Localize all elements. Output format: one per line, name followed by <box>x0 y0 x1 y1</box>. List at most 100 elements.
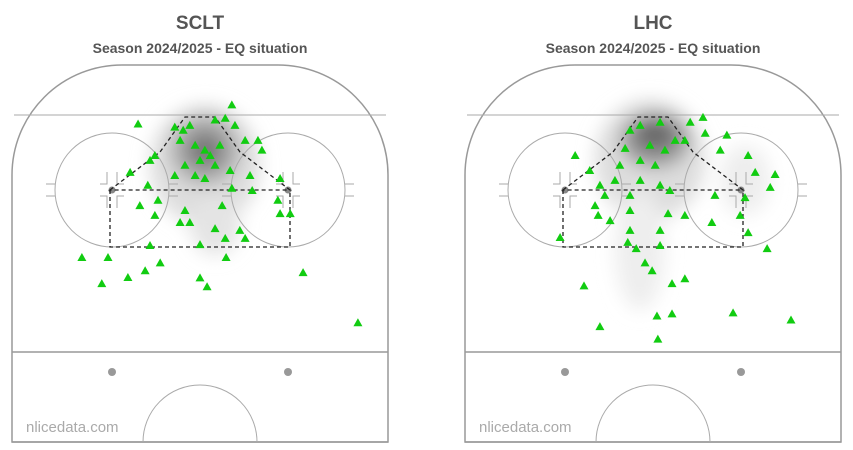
shot-marker <box>653 334 663 343</box>
shot-marker <box>257 145 267 154</box>
shot-marker <box>230 120 240 129</box>
shot-marker <box>353 318 363 327</box>
shot-marker <box>153 195 163 204</box>
shot-marker <box>665 186 675 195</box>
watermark: nlicedata.com <box>26 419 119 436</box>
shot-marker <box>680 210 690 219</box>
shot-marker <box>590 201 600 210</box>
shot-marker <box>570 150 580 159</box>
shot-marker <box>245 170 255 179</box>
shot-marker <box>225 166 235 175</box>
shot-marker <box>77 252 87 261</box>
shot-marker <box>625 205 635 214</box>
shot-marker <box>275 209 285 218</box>
chart-subtitle: Season 2024/2025 - EQ situation <box>546 40 761 56</box>
shot-marker <box>667 309 677 318</box>
shot-marker <box>143 180 153 189</box>
neutral-dot <box>737 368 745 376</box>
shot-marker <box>625 190 635 199</box>
shot-marker <box>180 205 190 214</box>
shot-marker <box>190 170 200 179</box>
shot-marker <box>640 258 650 267</box>
shot-marker <box>175 217 185 226</box>
shot-marker <box>133 119 143 128</box>
watermark: nlicedata.com <box>479 419 572 436</box>
shot-marker <box>655 241 665 250</box>
shot-marker <box>765 182 775 191</box>
chart-title: LHC <box>633 13 672 34</box>
shot-marker <box>593 210 603 219</box>
shot-marker <box>623 237 633 246</box>
shot-marker <box>195 155 205 164</box>
shot-marker <box>275 174 285 183</box>
shot-marker <box>743 228 753 237</box>
shot-marker <box>135 201 145 210</box>
shot-marker <box>220 233 230 242</box>
neutral-dot <box>108 368 116 376</box>
shot-marker <box>150 150 160 159</box>
shot-marker <box>710 190 720 199</box>
shot-marker <box>220 113 230 122</box>
shot-marker <box>180 160 190 169</box>
shot-marker <box>663 209 673 218</box>
shot-marker <box>103 252 113 261</box>
shot-marker <box>185 217 195 226</box>
shot-marker <box>762 244 772 253</box>
shot-marker <box>660 145 670 154</box>
shot-marker <box>786 315 796 324</box>
hash-mark <box>292 172 300 208</box>
shot-marker <box>227 100 237 109</box>
shot-marker <box>190 140 200 149</box>
shot-marker <box>635 155 645 164</box>
neutral-dot <box>561 368 569 376</box>
rink-boards <box>464 64 842 443</box>
shot-marker <box>145 241 155 250</box>
shot-marker <box>735 210 745 219</box>
shot-marker <box>155 258 165 267</box>
center-circle <box>142 384 258 443</box>
shot-marker <box>698 112 708 121</box>
hash-mark <box>553 172 561 208</box>
shot-marker <box>202 282 212 291</box>
slot-outline <box>561 116 745 248</box>
shot-marker <box>240 233 250 242</box>
shot-marker <box>175 135 185 144</box>
shot-marker <box>680 274 690 283</box>
shot-marker <box>700 128 710 137</box>
shot-marker <box>170 170 180 179</box>
shot-marker <box>635 175 645 184</box>
shot-marker <box>585 166 595 175</box>
shot-marker <box>740 193 750 202</box>
shot-marker <box>200 145 210 154</box>
shot-marker <box>770 170 780 179</box>
shot-marker <box>200 174 210 183</box>
rink-boards <box>11 64 389 443</box>
shot-marker <box>210 224 220 233</box>
shot-marker <box>631 244 641 253</box>
shot-marker <box>620 143 630 152</box>
shot-marker <box>217 201 227 210</box>
shot-marker <box>178 125 188 134</box>
shot-marker <box>625 125 635 134</box>
shot-marker <box>210 115 220 124</box>
shot-marker <box>650 160 660 169</box>
shot-marker <box>670 135 680 144</box>
shot-marker <box>610 175 620 184</box>
shot-marker <box>600 190 610 199</box>
shot-marker <box>97 279 107 288</box>
neutral-dot <box>284 368 292 376</box>
shot-marker <box>253 135 263 144</box>
shot-marker <box>655 180 665 189</box>
shot-marker <box>240 135 250 144</box>
chart-title: SCLT <box>176 13 225 34</box>
shot-marker <box>655 225 665 234</box>
shot-marker <box>140 266 150 275</box>
shot-marker <box>722 130 732 139</box>
shot-marker <box>247 186 257 195</box>
shot-marker <box>185 120 195 129</box>
shot-marker <box>273 195 283 204</box>
shot-marker <box>667 279 677 288</box>
shot-marker <box>205 150 215 159</box>
shot-marker <box>555 233 565 242</box>
shot-marker <box>123 272 133 281</box>
